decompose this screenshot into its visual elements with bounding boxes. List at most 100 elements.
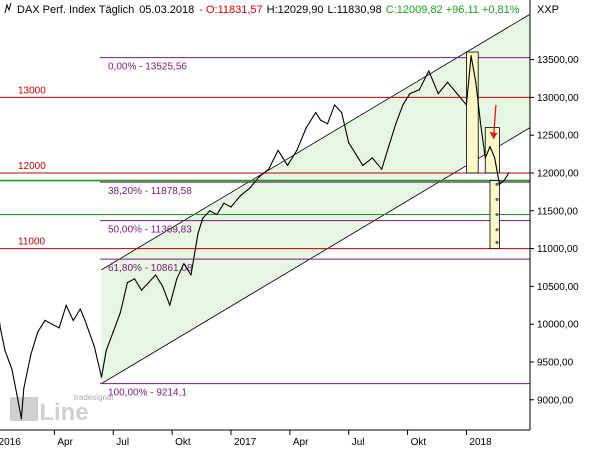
chart-title: DAX Perf. Index Täglich 05.03.2018 - O:118… — [17, 4, 520, 16]
series-point-0-33 — [183, 263, 185, 265]
y-tick-label-3: 10500,00 — [537, 282, 579, 293]
annotation-dot-2 — [495, 212, 499, 217]
trend-channel — [101, 13, 531, 384]
chart-header: DAX Perf. Index Täglich 05.03.2018 - O:118… — [0, 0, 559, 18]
ohlc-low: L:11830,98 — [328, 4, 382, 16]
series-point-0-43 — [258, 176, 260, 178]
series-point-0-24 — [119, 312, 121, 314]
series-point-0-19 — [84, 319, 86, 321]
annotation-dot-3 — [495, 228, 499, 232]
fib-label-3: 61,80% - 10861,08 — [108, 263, 193, 274]
series-point-0-64 — [428, 70, 430, 72]
series-point-0-49 — [315, 111, 317, 114]
y-tick-label-0: 9000,00 — [537, 395, 574, 406]
fib-label-4: 100,00% - 9214,1 — [108, 388, 187, 399]
series-point-0-10 — [23, 387, 25, 390]
series-point-0-73 — [489, 145, 491, 148]
series-point-0-63 — [418, 89, 420, 91]
horizontal-levels: 13000 12000 11000 — [0, 85, 530, 250]
series-point-0-11 — [30, 353, 32, 356]
x-tick-label-3: Okt — [175, 437, 191, 448]
annotation-dot-4 — [495, 240, 499, 245]
channel-fill — [101, 14, 531, 384]
fib-label-2: 50,00% - 11369,83 — [108, 225, 192, 236]
series-point-0-74 — [494, 157, 496, 159]
watermark-badge — [10, 397, 38, 421]
annotation-dot-0 — [495, 182, 499, 186]
level-label-0: 13000 — [18, 85, 46, 96]
series-point-0-22 — [105, 350, 107, 352]
header-indicator-icon — [4, 2, 12, 14]
series-point-0-44 — [268, 168, 270, 170]
annotation-dots — [495, 182, 499, 245]
y-tick-label-9: 13500,00 — [537, 55, 579, 66]
series-point-0-59 — [388, 145, 390, 148]
series-point-0-16 — [65, 304, 67, 306]
series-point-0-61 — [402, 104, 404, 106]
series-point-0-70 — [475, 81, 477, 83]
ohlc-close: C:12009,82 +96,11 +0,81% — [386, 4, 520, 16]
fib-label-0: 0,00% - 13525,56 — [108, 62, 187, 73]
series-point-0-50 — [319, 119, 322, 121]
series-point-0-66 — [446, 81, 449, 83]
series-point-0-47 — [296, 149, 298, 151]
series-point-0-34 — [190, 274, 192, 276]
series-point-0-36 — [202, 217, 204, 219]
series-point-0-51 — [326, 123, 329, 125]
series-point-0-71 — [479, 123, 482, 125]
y-tick-label-2: 10000,00 — [537, 320, 579, 331]
level-label-1: 12000 — [18, 161, 46, 172]
currency-label: XXP — [537, 4, 559, 16]
series-point-0-35 — [197, 232, 199, 235]
series-point-0-23 — [112, 331, 114, 333]
series-point-0-6 — [4, 350, 6, 352]
fibonacci-levels: 0,00% - 13525,56 38,20% - 11878,58 50,00% … — [100, 57, 530, 399]
y-tick-label-6: 12000,00 — [537, 168, 579, 179]
x-tick-label-1: Apr — [57, 437, 73, 448]
series-point-0-69 — [470, 55, 472, 57]
x-tick-label-0: 2016 — [0, 437, 21, 448]
series-point-0-14 — [51, 323, 53, 325]
series-point-0-8 — [16, 393, 18, 395]
channel-upper-line — [101, 13, 531, 271]
y-axis: 9000,00 9500,00 10000,00 10500,00 11000,00 11… — [530, 55, 579, 406]
series-line-0 — [0, 55, 510, 420]
series-point-0-40 — [230, 206, 232, 208]
series-point-0-5 — [0, 327, 1, 329]
watermark-brand: tradesignal — [74, 393, 113, 402]
series-point-0-48 — [305, 127, 307, 129]
series-point-0-54 — [348, 142, 350, 144]
series-point-0-31 — [169, 304, 171, 306]
series-point-0-52 — [333, 104, 336, 106]
series-point-0-60 — [395, 123, 397, 125]
watermark: onLine tradesignal — [10, 393, 113, 426]
x-tick-label-2: Jul — [116, 437, 129, 448]
annotation-arrow — [489, 104, 498, 139]
series-point-0-53 — [341, 111, 343, 114]
ohlc-open: - O:11831,57 — [199, 4, 262, 16]
x-tick-label-7: Okt — [411, 437, 427, 448]
chart-title-text: DAX Perf. Index Täglich — [17, 4, 134, 16]
y-tick-label-8: 13000,00 — [537, 93, 579, 104]
level-label-2: 11000 — [18, 237, 46, 248]
series-point-0-41 — [239, 195, 242, 197]
series-point-0-32 — [176, 278, 178, 280]
series-point-0-57 — [371, 157, 373, 159]
series-point-0-27 — [140, 289, 143, 291]
series-point-0-45 — [277, 149, 279, 151]
series-point-0-21 — [100, 376, 103, 378]
arrow-head — [489, 131, 498, 139]
y-tick-label-5: 11500,00 — [537, 206, 578, 217]
series-point-0-77 — [508, 172, 510, 174]
x-tick-label-4: 2017 — [234, 437, 257, 448]
series-point-0-65 — [437, 92, 439, 95]
series-point-0-18 — [79, 308, 81, 310]
series-point-0-42 — [249, 187, 251, 189]
series-point-0-17 — [72, 319, 74, 321]
series-point-0-13 — [44, 319, 46, 321]
fib-label-1: 38,20% - 11878,58 — [108, 186, 192, 197]
price-series — [0, 55, 510, 420]
series-point-0-55 — [355, 153, 357, 155]
chart-date: 05.03.2018 — [139, 4, 194, 16]
